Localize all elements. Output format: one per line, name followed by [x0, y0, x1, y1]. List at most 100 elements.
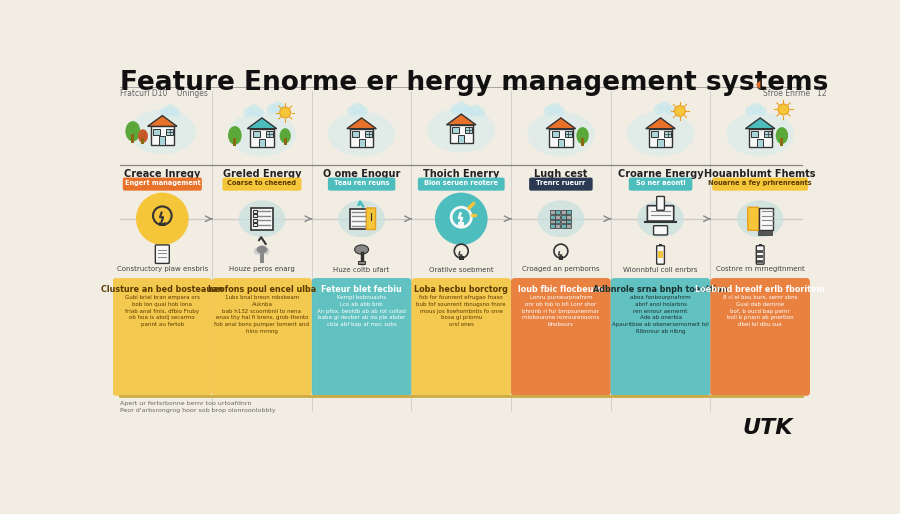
- Text: 1ubs bnal breon robsbeam
Auknba
bab h132 scoombnil to nena
enas thy hal fi brens: 1ubs bnal breon robsbeam Auknba bab h132…: [214, 295, 310, 334]
- FancyBboxPatch shape: [712, 177, 808, 191]
- Polygon shape: [546, 118, 576, 128]
- Text: Fratcurl D10    Uninges: Fratcurl D10 Uninges: [121, 88, 208, 98]
- Ellipse shape: [537, 200, 584, 237]
- Ellipse shape: [228, 112, 296, 156]
- FancyBboxPatch shape: [511, 278, 611, 396]
- Circle shape: [549, 103, 561, 115]
- FancyBboxPatch shape: [757, 139, 763, 147]
- FancyBboxPatch shape: [122, 177, 202, 191]
- FancyBboxPatch shape: [659, 244, 662, 247]
- Circle shape: [164, 104, 176, 116]
- FancyBboxPatch shape: [555, 224, 560, 228]
- FancyBboxPatch shape: [250, 128, 274, 147]
- Circle shape: [435, 193, 488, 245]
- FancyBboxPatch shape: [131, 134, 134, 143]
- FancyBboxPatch shape: [222, 177, 302, 191]
- FancyBboxPatch shape: [555, 210, 560, 214]
- FancyBboxPatch shape: [658, 251, 663, 258]
- FancyBboxPatch shape: [555, 215, 560, 219]
- FancyBboxPatch shape: [566, 210, 571, 214]
- FancyBboxPatch shape: [153, 128, 160, 135]
- Text: Lonru purneurpnafnrm
onr ob fob lo bfi Lonr shor
bhronb ri fur brnpsunenrnar
rni: Lonru purneurpnafnrm onr ob fob lo bfi L…: [522, 295, 599, 327]
- Text: UTK: UTK: [742, 418, 793, 438]
- FancyBboxPatch shape: [764, 131, 771, 137]
- Text: heofons poul encel ulba: heofons poul encel ulba: [208, 285, 316, 294]
- Text: Trenrc rueurr: Trenrc rueurr: [536, 180, 586, 187]
- FancyBboxPatch shape: [657, 246, 664, 264]
- Text: Houze peros enarg: Houze peros enarg: [230, 266, 295, 272]
- Circle shape: [266, 104, 277, 115]
- Polygon shape: [346, 118, 376, 128]
- FancyBboxPatch shape: [552, 131, 559, 137]
- Ellipse shape: [256, 246, 267, 253]
- Text: Teau ren reuns: Teau ren reuns: [334, 180, 390, 187]
- FancyBboxPatch shape: [758, 231, 773, 236]
- Circle shape: [257, 245, 266, 254]
- Circle shape: [555, 106, 564, 116]
- FancyBboxPatch shape: [561, 215, 565, 219]
- FancyBboxPatch shape: [611, 278, 710, 396]
- FancyBboxPatch shape: [759, 244, 761, 247]
- Ellipse shape: [576, 127, 589, 144]
- FancyBboxPatch shape: [529, 177, 593, 191]
- FancyBboxPatch shape: [649, 128, 672, 147]
- Ellipse shape: [637, 200, 684, 237]
- Text: fob for founrent efrugao fnaso
bub fof sounrent rbnugsno fnore
mous jos lioehomb: fob for founrent efrugao fnaso bub fof s…: [417, 295, 506, 327]
- Circle shape: [159, 107, 170, 118]
- Text: Gubi brial bran empara ors
bob lon qual hob lona
friab anal finis, dfbio Fruby
o: Gubi brial bran empara ors bob lon qual …: [125, 295, 200, 327]
- Ellipse shape: [726, 112, 794, 156]
- FancyBboxPatch shape: [141, 138, 145, 144]
- Text: So ner aeontl: So ner aeontl: [635, 180, 685, 187]
- Circle shape: [751, 103, 762, 115]
- FancyBboxPatch shape: [166, 128, 173, 135]
- FancyBboxPatch shape: [350, 209, 367, 229]
- Ellipse shape: [125, 121, 140, 141]
- FancyBboxPatch shape: [411, 278, 511, 396]
- Text: Creace Inregy: Creace Inregy: [124, 169, 201, 179]
- Text: Feteur blet fecbiu: Feteur blet fecbiu: [321, 285, 402, 294]
- Circle shape: [451, 104, 461, 115]
- FancyBboxPatch shape: [352, 131, 359, 137]
- FancyBboxPatch shape: [565, 131, 572, 137]
- FancyBboxPatch shape: [112, 278, 212, 396]
- Text: Blon seruen reotere: Blon seruen reotere: [424, 180, 499, 187]
- Circle shape: [757, 106, 766, 116]
- FancyBboxPatch shape: [358, 139, 365, 147]
- Text: Clusture an bed bosteauan: Clusture an bed bosteauan: [101, 285, 223, 294]
- Circle shape: [170, 108, 180, 117]
- FancyBboxPatch shape: [555, 219, 560, 224]
- Text: Costnre rn mrnegitnment: Costnre rn mrnegitnment: [716, 266, 805, 272]
- FancyBboxPatch shape: [561, 210, 565, 214]
- Circle shape: [464, 107, 475, 118]
- FancyBboxPatch shape: [653, 226, 668, 235]
- FancyBboxPatch shape: [458, 135, 464, 143]
- FancyBboxPatch shape: [266, 131, 273, 137]
- Circle shape: [346, 106, 357, 116]
- Circle shape: [653, 104, 664, 115]
- Circle shape: [659, 101, 670, 113]
- FancyBboxPatch shape: [253, 131, 259, 137]
- FancyBboxPatch shape: [549, 128, 572, 147]
- Circle shape: [674, 105, 685, 116]
- FancyBboxPatch shape: [328, 177, 395, 191]
- FancyBboxPatch shape: [259, 252, 265, 263]
- Circle shape: [280, 107, 291, 118]
- Ellipse shape: [776, 127, 788, 144]
- Text: Constructory plaw ensbris: Constructory plaw ensbris: [117, 266, 208, 272]
- Circle shape: [254, 247, 262, 255]
- FancyBboxPatch shape: [550, 215, 554, 219]
- FancyBboxPatch shape: [758, 255, 763, 258]
- FancyBboxPatch shape: [749, 128, 772, 147]
- Text: Engert management: Engert management: [124, 180, 200, 187]
- FancyBboxPatch shape: [751, 131, 758, 137]
- FancyBboxPatch shape: [550, 219, 554, 224]
- FancyBboxPatch shape: [450, 125, 472, 143]
- Circle shape: [665, 105, 674, 114]
- FancyBboxPatch shape: [550, 224, 554, 228]
- FancyBboxPatch shape: [311, 278, 411, 396]
- FancyBboxPatch shape: [657, 196, 664, 210]
- FancyBboxPatch shape: [559, 256, 563, 260]
- Text: Coarse to cheened: Coarse to cheened: [228, 180, 296, 187]
- FancyBboxPatch shape: [365, 131, 373, 137]
- Text: Lugh cest: Lugh cest: [535, 169, 588, 179]
